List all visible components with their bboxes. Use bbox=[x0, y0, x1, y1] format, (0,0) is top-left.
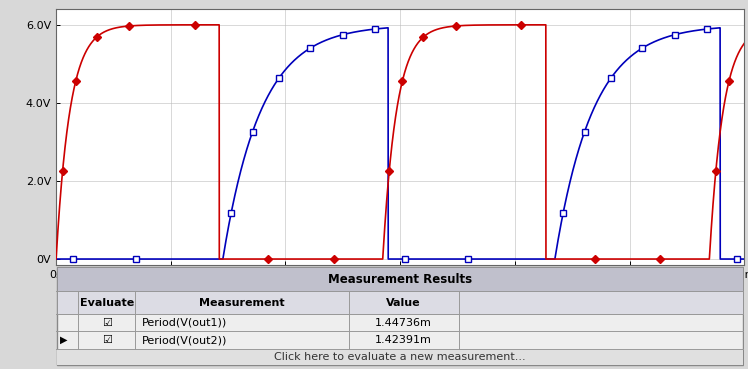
FancyBboxPatch shape bbox=[58, 267, 743, 292]
FancyBboxPatch shape bbox=[58, 349, 743, 365]
Text: Measurement Results: Measurement Results bbox=[328, 273, 472, 286]
FancyBboxPatch shape bbox=[58, 267, 743, 365]
Text: Period(V(out2)): Period(V(out2)) bbox=[142, 335, 227, 345]
Text: ☑: ☑ bbox=[102, 318, 111, 328]
Text: Evaluate: Evaluate bbox=[79, 298, 134, 308]
Text: Period(V(out1)): Period(V(out1)) bbox=[142, 318, 227, 328]
Text: ▶: ▶ bbox=[60, 335, 67, 345]
Text: Click here to evaluate a new measurement...: Click here to evaluate a new measurement… bbox=[275, 352, 526, 362]
Text: 1.44736m: 1.44736m bbox=[375, 318, 432, 328]
Text: ☑: ☑ bbox=[102, 335, 111, 345]
Text: Measurement: Measurement bbox=[199, 298, 285, 308]
Legend: V(OUT1), V(OUT2): V(OUT1), V(OUT2) bbox=[61, 317, 209, 336]
Text: Value: Value bbox=[386, 298, 421, 308]
FancyBboxPatch shape bbox=[58, 292, 743, 314]
X-axis label: Time: Time bbox=[384, 321, 416, 334]
Text: 1.42391m: 1.42391m bbox=[375, 335, 432, 345]
